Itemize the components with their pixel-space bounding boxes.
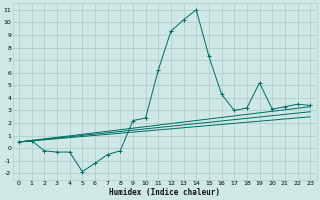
X-axis label: Humidex (Indice chaleur): Humidex (Indice chaleur) <box>109 188 220 197</box>
